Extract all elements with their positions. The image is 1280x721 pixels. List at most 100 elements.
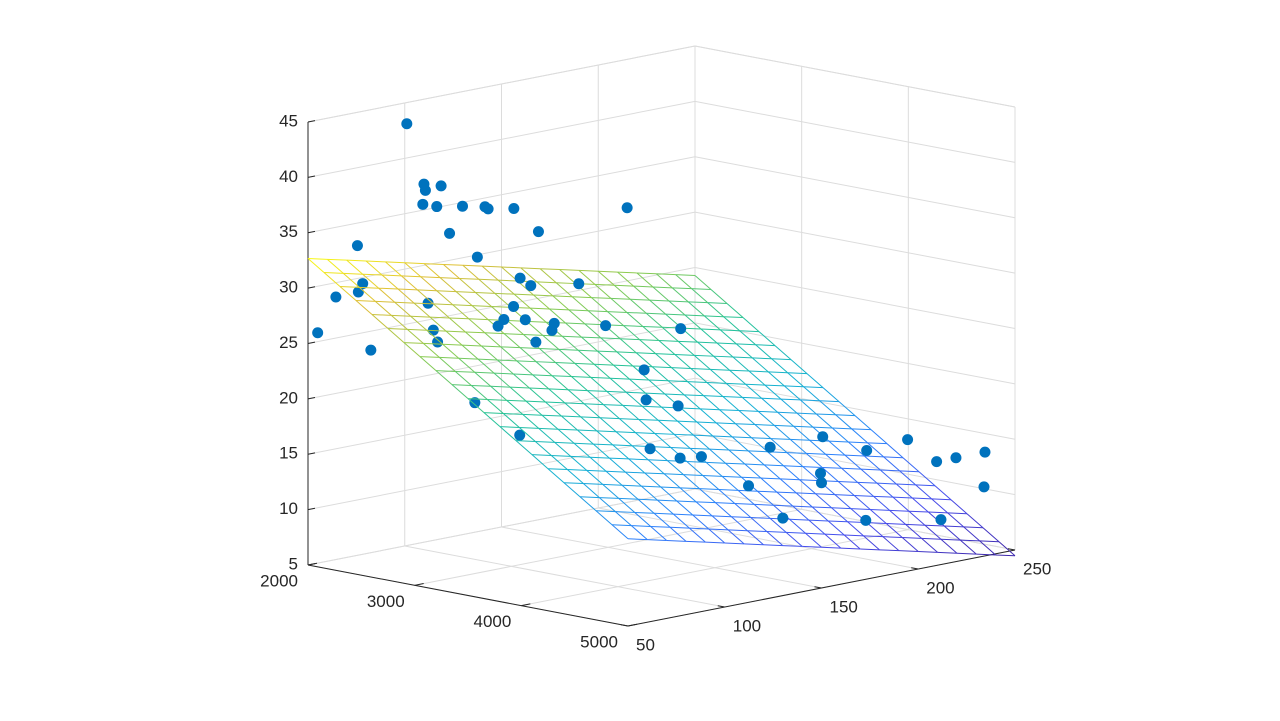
surface-mesh-line [847, 521, 864, 537]
surface-mesh-line [738, 410, 759, 412]
surface-mesh-line [995, 554, 1016, 557]
z-tick-label: 30 [279, 278, 298, 297]
scatter-point [469, 397, 481, 409]
surface-mesh-line [763, 464, 781, 480]
surface-mesh-line [634, 511, 655, 514]
surface-mesh-line [697, 341, 714, 357]
surface-mesh-line [615, 511, 635, 513]
surface-mesh-line [359, 286, 376, 302]
surface-mesh-line [699, 488, 719, 491]
surface-mesh-line [943, 525, 961, 541]
surface-mesh-line [606, 470, 626, 473]
surface-mesh-line [478, 358, 498, 361]
surface-mesh-line [451, 384, 472, 386]
surface-mesh-line [705, 461, 723, 477]
z-axis-tick [307, 175, 316, 178]
surface-mesh-line [673, 513, 693, 516]
scatter-point [815, 467, 827, 479]
surface-mesh-line [633, 285, 653, 288]
surface-mesh-line [580, 416, 601, 419]
surface-mesh-line [882, 536, 900, 552]
scatter-point [435, 180, 447, 192]
x-axis-tick [627, 623, 638, 627]
surface-mesh-line [757, 490, 774, 506]
surface-mesh-line [609, 457, 629, 460]
surface-mesh-line [327, 258, 347, 261]
surface-mesh-line [674, 433, 694, 436]
surface-mesh-line [665, 313, 685, 316]
x-tick-label: 3000 [367, 592, 405, 611]
surface-mesh-line [398, 288, 418, 291]
surface-mesh-line [568, 309, 589, 312]
surface-mesh-line [617, 271, 637, 274]
surface-mesh-line [815, 493, 832, 509]
z-tick-label: 20 [279, 388, 298, 407]
surface-mesh-line [777, 411, 794, 427]
z-axis-tick [307, 230, 316, 234]
surface-mesh-line [725, 382, 743, 398]
surface-mesh-line [561, 335, 579, 351]
surface-mesh-line [577, 349, 595, 365]
surface-mesh-line [439, 277, 457, 292]
surface-mesh-line [831, 427, 849, 443]
surface-mesh-line [481, 265, 499, 281]
surface-mesh-line [599, 497, 616, 512]
surface-mesh-line [478, 278, 499, 281]
surface-mesh-line [761, 397, 781, 400]
surface-mesh-line [751, 437, 771, 440]
surface-mesh-line [673, 513, 690, 529]
surface-mesh-line [822, 466, 842, 469]
surface-mesh-line [554, 441, 575, 444]
surface-mesh-line [787, 372, 808, 375]
surface-mesh-line [446, 330, 466, 333]
surface-mesh-line [631, 525, 648, 540]
surface-mesh-line [551, 455, 571, 457]
surface-mesh-line [382, 274, 402, 277]
surface-mesh-line [536, 281, 557, 284]
surface-mesh-line [504, 333, 524, 336]
z-tick-label: 10 [279, 499, 298, 518]
scatter-point [979, 446, 991, 458]
surface-mesh-line [793, 425, 813, 428]
surface-mesh-line [716, 342, 737, 345]
surface-mesh-line [621, 484, 639, 500]
surface-mesh-line [741, 397, 759, 412]
z-tick-label: 40 [279, 167, 298, 186]
surface-mesh-line [723, 316, 740, 332]
surface-mesh-line [578, 270, 596, 285]
surface-mesh-line [755, 344, 776, 347]
surface-mesh-line [499, 426, 520, 429]
surface-mesh-line [873, 495, 890, 511]
surface-mesh-line [689, 527, 709, 530]
surface-mesh-line [565, 322, 585, 325]
surface-mesh-line [696, 421, 714, 437]
surface-mesh-line [706, 461, 726, 464]
surface-mesh-line [533, 294, 550, 310]
grid-line-z-backwall [694, 100, 1016, 163]
surface-mesh-line [725, 462, 742, 478]
surface-mesh-line [766, 531, 784, 546]
y-tick-label: 150 [830, 597, 858, 616]
surface-mesh-line [712, 515, 732, 518]
surface-mesh-line [366, 260, 386, 263]
surface-mesh-line [671, 287, 689, 303]
surface-mesh-line [853, 495, 871, 510]
surface-mesh-line [647, 459, 665, 475]
surface-mesh-line [741, 476, 761, 479]
surface-mesh-line [796, 412, 817, 415]
surface-mesh-line [599, 497, 619, 499]
grid-lines [307, 45, 1016, 627]
surface-mesh-line [391, 315, 408, 330]
surface-mesh-line [513, 373, 533, 376]
surface-mesh-line [889, 509, 906, 525]
surface-mesh-line [722, 396, 743, 398]
surface-mesh-line [458, 357, 479, 360]
surface-mesh-line [600, 337, 618, 353]
surface-mesh-line [808, 519, 829, 522]
surface-mesh-line [677, 420, 697, 423]
surface-mesh-line [799, 399, 817, 415]
surface-mesh-line [611, 524, 629, 540]
surface-mesh-line [626, 311, 647, 314]
surface-mesh-line [618, 497, 639, 500]
surface-mesh-line [586, 469, 607, 472]
